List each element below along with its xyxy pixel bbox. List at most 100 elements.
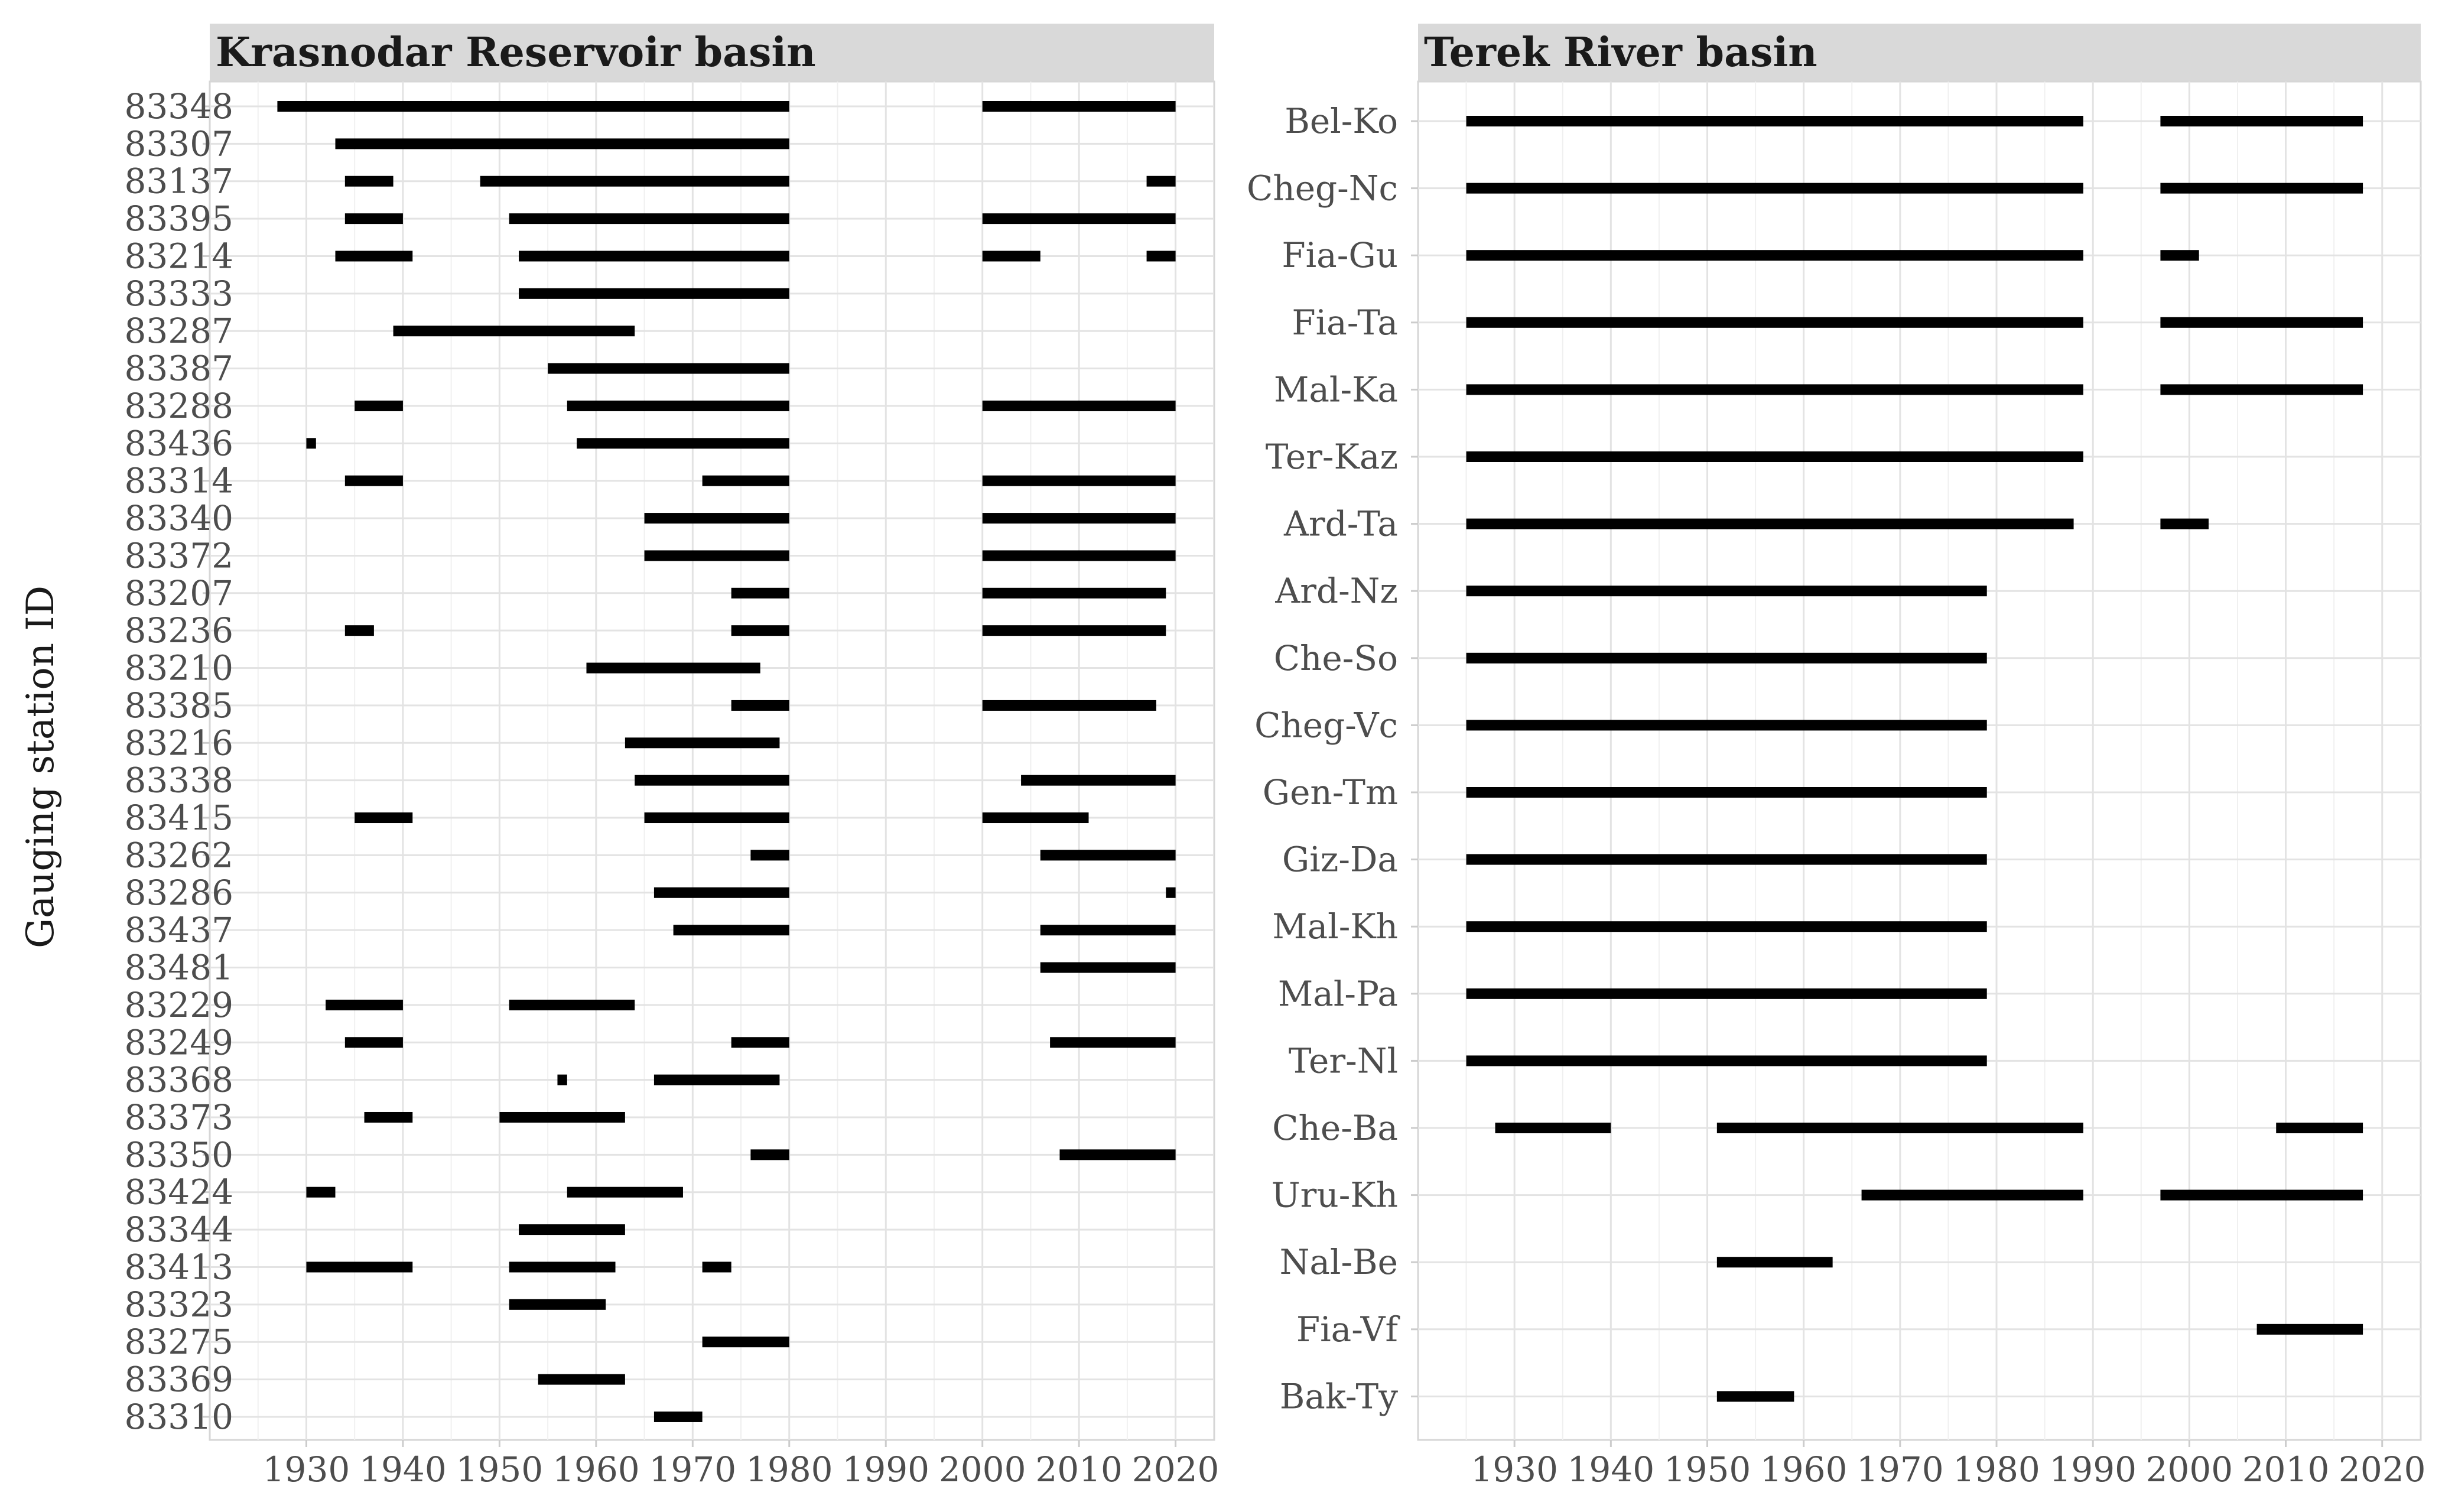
y-tick-label: 83338 xyxy=(124,760,233,801)
y-tick-label: 83288 xyxy=(124,386,233,426)
panel-title: Terek River basin xyxy=(1424,29,1817,76)
record-bar xyxy=(1861,1189,2083,1201)
record-bar xyxy=(1166,887,1176,898)
record-bar xyxy=(644,513,789,524)
y-tick-label: 83216 xyxy=(124,723,233,763)
krasnodar-panel: Krasnodar Reservoir basin 1930 1940 1950 196… xyxy=(124,24,1219,1490)
y-tick-label: 83413 xyxy=(124,1247,233,1287)
record-bar xyxy=(1050,1037,1176,1048)
x-tick-label: 1930 xyxy=(263,1449,350,1490)
record-bar xyxy=(344,1037,403,1048)
record-bar xyxy=(1466,317,2083,328)
record-bar xyxy=(1059,1149,1176,1160)
x-tick-label: 2020 xyxy=(1132,1449,1220,1490)
x-tick-label: 1980 xyxy=(1953,1449,2040,1490)
record-bar xyxy=(982,213,1176,225)
record-bar xyxy=(702,1337,789,1348)
y-tick-label: 83437 xyxy=(124,910,233,950)
record-bar xyxy=(355,400,403,411)
record-bar xyxy=(586,662,760,674)
record-bar xyxy=(364,1111,413,1123)
record-bar xyxy=(982,475,1176,486)
record-bar xyxy=(750,1149,789,1160)
record-bar xyxy=(519,288,789,299)
record-bar xyxy=(1716,1257,1833,1268)
y-tick-label: Che-Ba xyxy=(1272,1108,1398,1148)
plot-area xyxy=(1417,80,2422,1441)
y-tick-label: 83286 xyxy=(124,873,233,913)
record-bar xyxy=(519,1224,625,1235)
record-bar xyxy=(306,1186,336,1198)
record-bar xyxy=(509,213,789,225)
y-tick-label: 83481 xyxy=(124,948,233,988)
y-tick-label: Ard-Nz xyxy=(1274,571,1398,611)
y-tick-label: 83314 xyxy=(124,461,233,501)
record-bar xyxy=(344,175,394,187)
y-tick-label: Gen-Tm xyxy=(1263,772,1398,812)
y-tick-label: 83229 xyxy=(124,985,233,1025)
record-bar xyxy=(731,587,789,599)
record-bar xyxy=(982,625,1166,636)
y-tick-label: 83348 xyxy=(124,86,233,126)
x-tick-label: 2010 xyxy=(1035,1449,1123,1490)
record-bar xyxy=(1466,518,2074,529)
record-bar xyxy=(557,1074,567,1085)
y-tick-label: 83307 xyxy=(124,123,233,164)
record-bar xyxy=(519,251,789,262)
record-bar xyxy=(1466,787,1987,798)
y-tick-label: Giz-Da xyxy=(1282,840,1398,880)
record-bar xyxy=(1466,451,2083,462)
record-bar xyxy=(277,101,789,112)
y-tick-label: 83323 xyxy=(124,1285,233,1325)
x-tick-label: 1950 xyxy=(456,1449,544,1490)
record-bar xyxy=(1466,921,1987,932)
y-tick-label: Mal-Pa xyxy=(1278,974,1398,1014)
y-tick-label: 83310 xyxy=(124,1397,233,1437)
plot-area xyxy=(209,80,1215,1441)
y-tick-label: 83275 xyxy=(124,1322,233,1362)
x-tick-label: 1940 xyxy=(1568,1449,1655,1490)
y-tick-label: Cheg-Vc xyxy=(1254,705,1398,745)
record-bar xyxy=(1466,1055,1987,1066)
record-bar xyxy=(1466,720,1987,731)
record-bar xyxy=(393,326,635,337)
record-bar xyxy=(625,737,780,749)
record-bar xyxy=(1716,1391,1794,1402)
x-tick-label: 1970 xyxy=(649,1449,737,1490)
y-tick-label: Bak-Ty xyxy=(1280,1376,1399,1416)
record-bar xyxy=(335,138,789,149)
y-tick-label: Ard-Ta xyxy=(1283,504,1398,544)
y-tick-label: 83350 xyxy=(124,1134,233,1175)
record-bar xyxy=(982,550,1176,561)
record-bar xyxy=(653,1411,703,1422)
x-tick-label: 1990 xyxy=(2049,1449,2137,1490)
y-tick-label: Cheg-Nc xyxy=(1247,168,1398,209)
record-bar xyxy=(635,775,789,786)
x-tick-label: 2010 xyxy=(2242,1449,2330,1490)
record-bar xyxy=(2276,1123,2363,1133)
y-tick-label: 83333 xyxy=(124,274,233,314)
record-bar xyxy=(673,925,789,936)
x-tick-label: 1990 xyxy=(842,1449,929,1490)
record-bar xyxy=(2160,518,2209,529)
record-bar xyxy=(1466,988,1987,999)
record-bar xyxy=(577,438,789,449)
y-tick-label: 83385 xyxy=(124,685,233,726)
record-bar xyxy=(509,999,635,1010)
x-tick-label: 2020 xyxy=(2339,1449,2426,1490)
record-bar xyxy=(509,1261,616,1273)
y-tick-label: 83387 xyxy=(124,349,233,389)
record-bar xyxy=(567,400,789,411)
record-bar xyxy=(2160,116,2363,126)
record-bar xyxy=(982,587,1166,599)
record-bar xyxy=(344,625,374,636)
record-bar xyxy=(306,1261,413,1273)
y-tick-label: Ter-Nl xyxy=(1289,1040,1398,1081)
y-tick-label: 83369 xyxy=(124,1360,233,1400)
y-tick-label: 83436 xyxy=(124,423,233,463)
record-bar xyxy=(982,700,1156,711)
record-bar xyxy=(1466,384,2083,395)
y-tick-label: Fia-Ta xyxy=(1292,303,1398,343)
x-tick-label: 1970 xyxy=(1856,1449,1944,1490)
